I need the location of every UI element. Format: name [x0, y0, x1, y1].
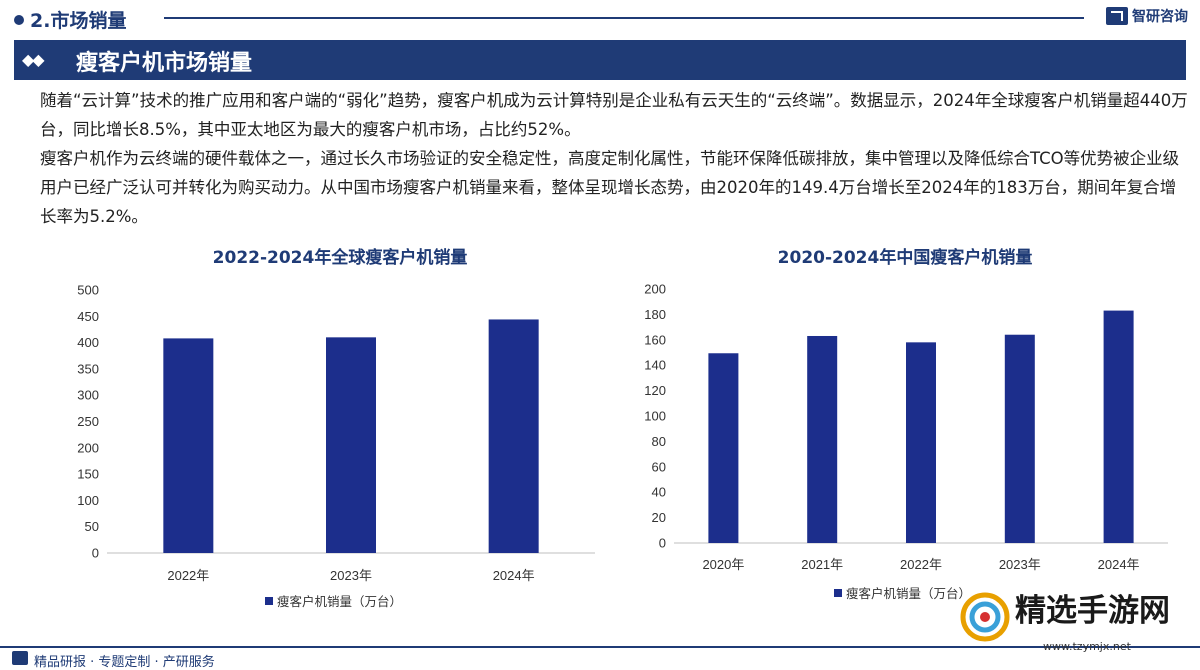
watermark-url: www.tzymjx.net: [1043, 640, 1131, 653]
top-divider: [164, 17, 1084, 19]
x-tick-label-china: 2021年: [801, 557, 843, 572]
footer-divider: [0, 646, 1200, 648]
x-tick-label-global: 2023年: [330, 568, 372, 583]
y-tick-label-china: 200: [644, 282, 666, 297]
footer-logo-icon: [12, 651, 28, 665]
y-tick-label-global: 300: [77, 388, 99, 403]
y-tick-label-china: 180: [644, 307, 666, 322]
y-tick-label-china: 20: [652, 510, 666, 525]
paragraph-1: 随着“云计算”技术的推广应用和客户端的“弱化”趋势，瘦客户机成为云计算特别是企业…: [40, 91, 1188, 139]
bar-china-4: [1103, 310, 1134, 543]
y-tick-label-global: 0: [92, 546, 99, 561]
y-tick-label-china: 120: [644, 383, 666, 398]
x-tick-label-china: 2024年: [1098, 557, 1140, 572]
bar-global-0: [163, 338, 214, 553]
chart-title-china: 2020-2024年中国瘦客户机销量: [777, 248, 1033, 268]
chart-title-global: 2022-2024年全球瘦客户机销量: [212, 248, 468, 268]
y-tick-label-global: 350: [77, 361, 99, 376]
y-tick-label-global: 150: [77, 467, 99, 482]
bar-global-2: [488, 319, 539, 553]
y-tick-label-china: 140: [644, 358, 666, 373]
bar-china-1: [807, 335, 838, 543]
x-tick-label-china: 2023年: [999, 557, 1041, 572]
y-tick-label-global: 500: [77, 283, 99, 298]
y-tick-label-china: 40: [652, 485, 666, 500]
y-tick-label-global: 100: [77, 493, 99, 508]
x-tick-label-china: 2022年: [900, 557, 942, 572]
page-title: 瘦客户机市场销量: [76, 51, 253, 76]
x-tick-label-global: 2022年: [167, 568, 209, 583]
y-tick-label-china: 0: [659, 536, 666, 551]
diamond-icon: ◆◆: [22, 50, 45, 69]
section-label-text: 2.市场销量: [30, 10, 127, 32]
brand-name: 智研咨询: [1132, 9, 1188, 25]
legend-swatch-china: [834, 589, 842, 597]
y-tick-label-global: 200: [77, 440, 99, 455]
footer-text: 精品研报 · 专题定制 · 产研服务: [34, 655, 215, 670]
y-tick-label-china: 100: [644, 409, 666, 424]
y-tick-label-global: 250: [77, 414, 99, 429]
legend-label-global: 瘦客户机销量（万台）: [277, 594, 402, 609]
y-tick-label-global: 450: [77, 309, 99, 324]
y-tick-label-china: 160: [644, 332, 666, 347]
watermark-text: 精选手游网: [1015, 593, 1170, 629]
legend-label-china: 瘦客户机销量（万台）: [846, 586, 971, 601]
section-label: 2.市场销量: [14, 6, 126, 33]
title-banner: ◆◆ 瘦客户机市场销量: [14, 40, 1186, 80]
bar-global-1: [326, 337, 376, 553]
watermark-logo-icon: [960, 592, 1010, 642]
paragraph-2: 瘦客户机作为云终端的硬件载体之一，通过长久市场验证的安全稳定性，高度定制化属性，…: [40, 149, 1180, 226]
y-tick-label-global: 400: [77, 335, 99, 350]
bullet-icon: [14, 14, 24, 25]
x-tick-label-global: 2024年: [493, 568, 535, 583]
x-tick-label-china: 2020年: [702, 557, 744, 572]
top-bar: 2.市场销量 智研咨询: [0, 0, 1200, 34]
brand-logo-icon: [1106, 7, 1128, 25]
bar-china-0: [708, 353, 739, 543]
y-tick-label-china: 60: [652, 459, 666, 474]
legend-swatch-global: [265, 597, 273, 605]
watermark: 精选手游网 www.tzymjx.net: [957, 585, 1182, 665]
bar-china-2: [906, 342, 936, 543]
bar-china-3: [1004, 334, 1035, 543]
brand: 智研咨询: [1106, 6, 1188, 26]
y-tick-label-china: 80: [652, 434, 666, 449]
y-tick-label-global: 50: [85, 519, 99, 534]
